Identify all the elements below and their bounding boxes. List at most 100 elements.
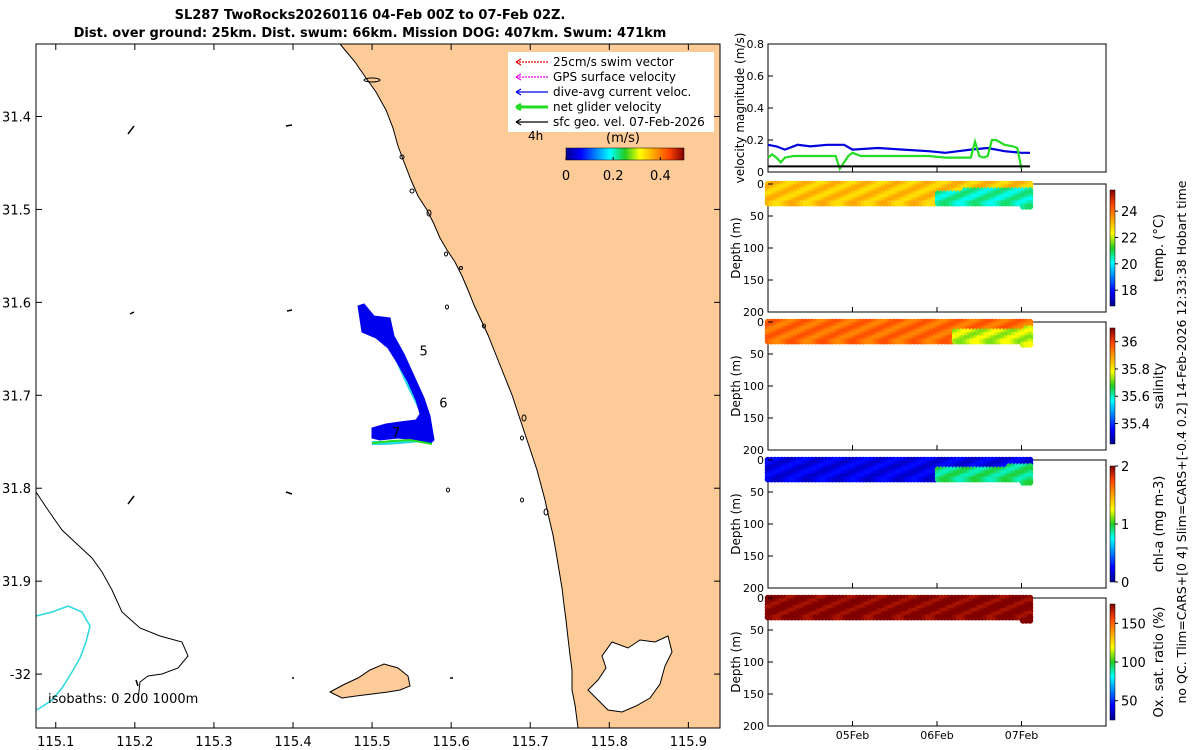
colorbar-tick-label: 0.2 [603,169,624,184]
section-y-tick-label: 100 [743,242,764,255]
map-y-tick-label: 31.6 [2,296,31,311]
map-y-tick-label: 31.8 [2,482,31,497]
colorbar-tick-label: 20 [1121,258,1138,273]
section-panel: 0 50 100 150 200 Depth (m) 35.4 35.6 35.8 36 salin… [729,316,1167,457]
map-panel: 567 115.1 115.2 115.3 115.4 115.5 115.6 115.7 1… [2,43,721,750]
colorbar-label: Ox. sat. ratio (%) [1152,607,1167,718]
map-x-tick-label: 115.2 [116,735,153,750]
map-y-tick-label: 31.4 [2,110,31,125]
colorbar-tick-label: 150 [1121,617,1146,632]
section-y-tick-label: 200 [743,306,764,319]
legend-arrowhead [515,102,522,112]
map-x-tick-label: 115.1 [37,735,74,750]
land-mainland [340,44,720,728]
colorbar-tick-label: 0.4 [650,169,671,184]
colorbar-tick-label: 0 [1121,576,1129,591]
legend-label: 25cm/s swim vector [553,55,674,69]
colorbar-tick-label: 35.6 [1121,390,1150,405]
glider-track [357,303,435,445]
section-y-tick-label: 0 [757,454,764,467]
velocity-y-tick-label: 0.8 [747,38,765,51]
section-y-tick-label: 50 [750,486,764,499]
section-panel: 0 50 100 150 200 Depth (m) 0 1 2 chl-a (mg m-3) [729,454,1167,595]
time-axis-label: 07Feb [1005,729,1038,742]
isobath-label: isobaths: 0 200 1000m [48,692,198,707]
track-day-label: 6 [439,396,447,411]
colorbar-tick-label: 22 [1121,231,1138,246]
colorbar-tick-label: 35.8 [1121,363,1150,378]
section-cells [764,594,1034,624]
section-y-tick-label: 100 [743,518,764,531]
section-cells [764,456,1034,486]
track-day-label: 5 [420,344,428,359]
track-day-label: 7 [392,426,400,441]
velocity-y-tick-label: 0.6 [747,70,765,83]
colorbar-tick-label: 2 [1121,460,1129,475]
map-x-tick-label: 115.4 [274,735,311,750]
section-y-tick-label: 100 [743,380,764,393]
colorbar-tick-label: 35.4 [1121,418,1150,433]
isobath-200 [35,605,91,711]
map-x-tick-label: 115.8 [591,735,628,750]
sfc-geo-arrows [127,124,453,687]
velocity-y-tick-label: 0.2 [747,134,765,147]
colorbar-tick-label: 0 [562,169,570,184]
section-cells [764,180,1034,210]
section-cells [764,318,1034,348]
section-y-tick-label: 50 [750,624,764,637]
legend-label: GPS surface velocity [553,70,676,84]
map-x-tick-label: 115.5 [353,735,390,750]
colorbar-unit: (m/s) [606,131,640,146]
velocity-y-ticks: 0 0.2 0.4 0.6 0.8 [747,38,1022,179]
section-panel: 0 50 100 150 200 Depth (m) 18 20 22 24 temp. (°C) [729,178,1167,319]
velocity-series-line [767,137,1023,172]
map-colorbar-ticks: 0 0.2 0.4 [562,157,671,184]
island [328,663,411,699]
section-ylabel: Depth (m) [729,355,743,416]
colorbar-tick-label: 1 [1121,518,1129,533]
legend-label: net glider velocity [553,100,661,114]
colorbar-label: salinity [1152,362,1167,409]
velocity-ylabel: velocity magnitude (m/s) [733,33,747,184]
section-panel: 0 50 100 150 200 Depth (m) 50 100 150 Ox. sat. ra… [729,592,1167,733]
legend-arrowhead [515,58,522,66]
section-y-tick-label: 200 [743,582,764,595]
colorbar-tick-label: 18 [1121,284,1138,299]
velocity-y-tick-label: 0 [757,166,764,179]
section-ylabel: Depth (m) [729,493,743,554]
legend-duration: 4h [528,129,543,143]
map-x-tick-label: 115.3 [195,735,232,750]
section-y-tick-label: 150 [743,274,764,287]
section-colorbar [1109,189,1116,307]
legend-item: sfc geo. vel. 07-Feb-2026 [515,115,705,129]
section-y-tick-label: 200 [743,444,764,457]
velocity-panel: 0 0.2 0.4 0.6 0.8 velocity magnitude (m/s) [733,33,1107,184]
colorbar-tick-label: 50 [1121,695,1138,710]
track-day-labels: 5 6 7 [392,344,448,441]
section-cell [1026,203,1034,210]
map-frame [35,43,721,729]
chart-title: SL287 TwoRocks20260116 04-Feb 00Z to 07-… [174,8,566,23]
map-x-tick-label: 115.9 [670,735,707,750]
legend-label: dive-avg current veloc. [553,85,691,99]
velocity-y-tick-label: 0.4 [747,102,765,115]
time-axis-label: 05Feb [836,729,869,742]
colorbar-tick-label: 36 [1121,336,1138,351]
colorbar-label: chl-a (mg m-3) [1152,476,1167,573]
islets [363,77,549,516]
section-y-tick-label: 50 [750,348,764,361]
legend-arrowhead [515,118,522,126]
section-y-tick-label: 150 [743,412,764,425]
side-note: no QC. Tlim=CARS+[0 4] Slim=CARS+[-0.4 0… [1174,180,1189,703]
section-ylabel: Depth (m) [729,631,743,692]
legend-item: net glider velocity [515,100,661,114]
legend-item: GPS surface velocity [515,70,676,84]
section-y-tick-label: 200 [743,720,764,733]
map-y-tick-label: 31.5 [2,203,31,218]
section-y-tick-label: 100 [743,656,764,669]
legend-item: dive-avg current veloc. [515,85,691,99]
